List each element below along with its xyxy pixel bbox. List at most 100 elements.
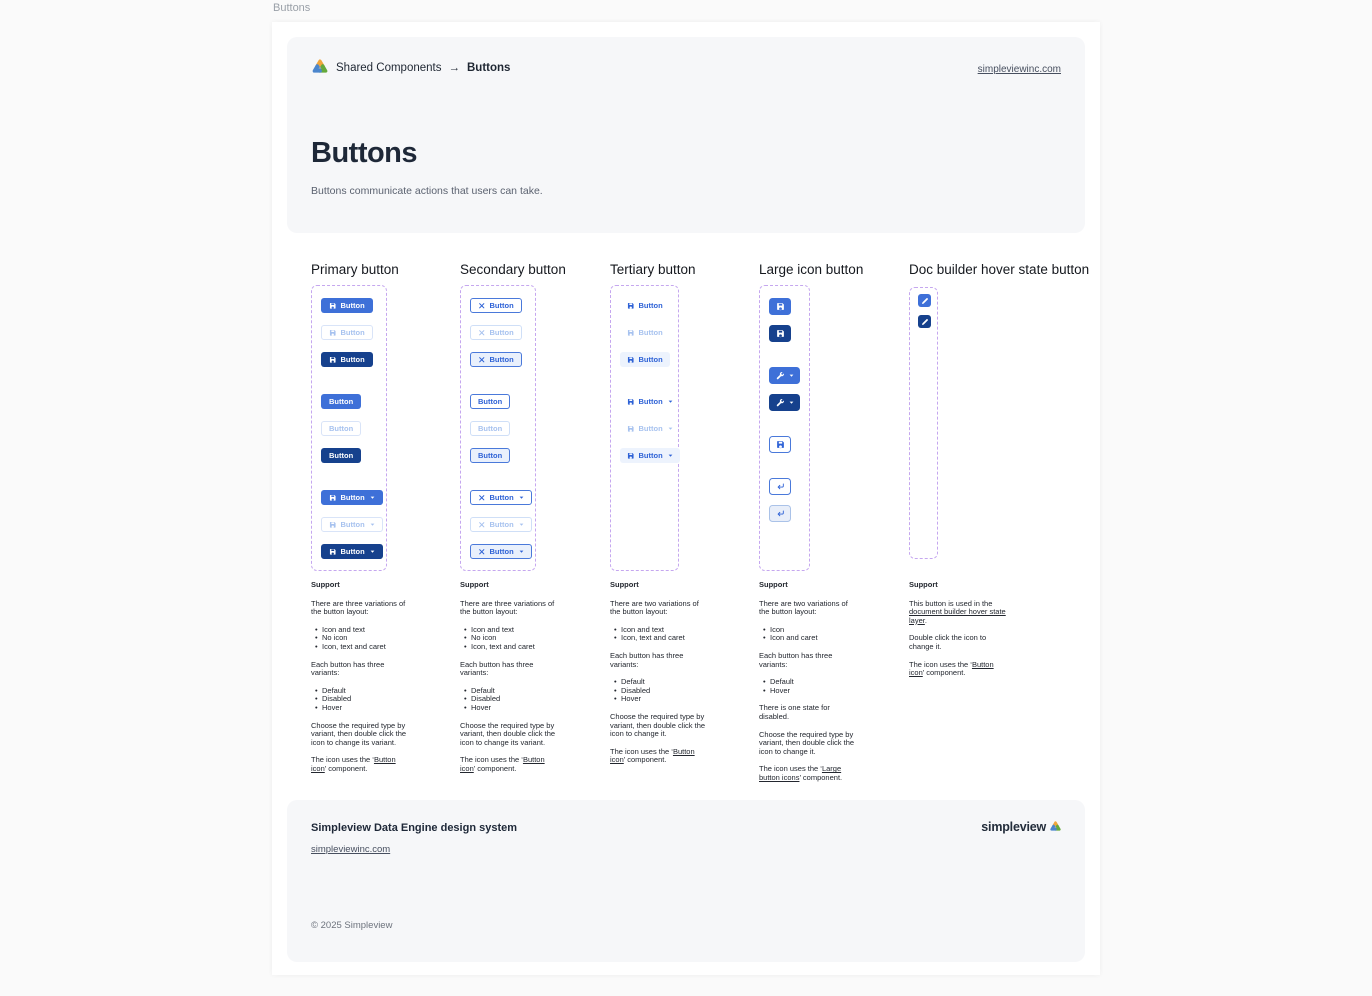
- support-text: ’ component.: [623, 755, 667, 765]
- tertiary-button-disabled[interactable]: Button: [620, 421, 680, 436]
- breadcrumb-root[interactable]: Shared Components: [336, 61, 442, 74]
- secondary-button-hover[interactable]: Button: [470, 544, 532, 559]
- large-icon-button-default[interactable]: [769, 298, 791, 315]
- tertiary-button-hover[interactable]: Button: [620, 352, 670, 367]
- large-icon-button-hover[interactable]: [769, 505, 791, 522]
- button-label: Button: [478, 423, 503, 433]
- footer-title: Simpleview Data Engine design system: [311, 822, 518, 834]
- support-paragraph: Each button has three variants:: [460, 660, 560, 678]
- button-label: Button: [478, 396, 503, 406]
- secondary-button-default[interactable]: Button: [470, 298, 522, 313]
- support-text: The icon uses the ‘: [759, 764, 822, 774]
- support-link[interactable]: Large button icons: [759, 764, 842, 782]
- large-icon-button-default[interactable]: [769, 436, 791, 453]
- secondary-button-disabled[interactable]: Button: [470, 421, 511, 436]
- primary-button-default[interactable]: Button: [321, 394, 362, 409]
- pencil-icon: [921, 297, 929, 305]
- primary-button-hover[interactable]: Button: [321, 544, 383, 559]
- primary-button-disabled[interactable]: Button: [321, 517, 383, 532]
- tertiary-button-hover[interactable]: Button: [620, 448, 680, 463]
- doc-builder-button-default[interactable]: [918, 294, 931, 307]
- caret-down-icon: [369, 549, 375, 554]
- doc-builder-button-hover[interactable]: [918, 315, 931, 328]
- support-paragraph: There are two variations of the button l…: [610, 599, 710, 617]
- support-paragraph: This button is used in the document buil…: [909, 598, 1009, 626]
- support-text: ’ component.: [324, 763, 368, 773]
- specimen-group: [769, 367, 800, 411]
- button-label: Button: [638, 327, 663, 337]
- support-text: Each button has three variants:: [759, 650, 833, 669]
- support-list-item: Disabled: [315, 695, 411, 704]
- pencil-icon: [921, 318, 929, 326]
- breadcrumb-arrow-icon: →: [448, 61, 460, 74]
- large-icon-button-hover[interactable]: [769, 325, 791, 342]
- support-text: There are three variations of the button…: [311, 598, 406, 617]
- large-icon-button-default[interactable]: [769, 478, 791, 495]
- specimen-group: Button Button Button: [470, 298, 522, 367]
- specimen-group: [918, 294, 931, 328]
- breadcrumb-current: Buttons: [466, 61, 511, 74]
- column-title: Primary button: [311, 262, 399, 277]
- tertiary-button-disabled[interactable]: Button: [620, 325, 670, 340]
- button-label: Button: [638, 396, 663, 406]
- support-heading: Support: [610, 580, 639, 589]
- caret-down-icon: [518, 549, 524, 554]
- tertiary-button-default[interactable]: Button: [620, 298, 670, 313]
- support-link[interactable]: Button icon: [460, 755, 545, 773]
- button-label: Button: [340, 519, 365, 529]
- primary-button-default[interactable]: Button: [321, 298, 373, 313]
- support-heading: Support: [311, 580, 340, 589]
- specimen-group: Button Button Button: [321, 490, 383, 559]
- support-list-item: Icon, text and caret: [614, 634, 710, 643]
- specimen-group: Button Button Button: [620, 298, 670, 367]
- primary-button-default[interactable]: Button: [321, 490, 383, 505]
- support-paragraph: The icon uses the ‘Button icon’ componen…: [909, 659, 1009, 678]
- site-link[interactable]: simpleviewinc.com: [977, 64, 1061, 75]
- support-paragraph: The icon uses the ‘Button icon’ componen…: [610, 746, 710, 765]
- wrench-icon: [776, 371, 785, 380]
- primary-button-disabled[interactable]: Button: [321, 325, 373, 340]
- button-label: Button: [489, 300, 514, 310]
- secondary-button-hover[interactable]: Button: [470, 352, 522, 367]
- secondary-button-default[interactable]: Button: [470, 490, 532, 505]
- primary-button-hover[interactable]: Button: [321, 352, 373, 367]
- secondary-button-hover[interactable]: Button: [470, 448, 511, 463]
- primary-button-hover[interactable]: Button: [321, 448, 362, 463]
- secondary-button-default[interactable]: Button: [470, 394, 511, 409]
- support-link[interactable]: Button icon: [610, 746, 695, 765]
- button-label: Button: [489, 492, 514, 502]
- support-list-item: Default: [614, 678, 710, 687]
- tertiary-button-default[interactable]: Button: [620, 394, 680, 409]
- caret-down-icon: [518, 522, 524, 527]
- support-text: Choose the required type by variant, the…: [311, 720, 407, 747]
- support-list-item: Icon: [763, 625, 859, 635]
- support-text: Choose the required type by variant, the…: [759, 729, 855, 756]
- footer-card: Simpleview Data Engine design system sim…: [287, 800, 1085, 962]
- support-list-item: Hover: [763, 686, 859, 696]
- support-list: DefaultDisabledHover: [311, 686, 411, 713]
- support-link[interactable]: Button icon: [311, 755, 396, 773]
- support-link[interactable]: Button icon: [909, 659, 994, 678]
- support-list-item: Icon and text: [614, 625, 710, 635]
- primary-support: Support There are three variations of the…: [311, 580, 411, 783]
- specimen-group: Button Button Button: [321, 298, 373, 367]
- support-link[interactable]: document builder hover state layer: [909, 607, 1006, 625]
- button-label: Button: [489, 327, 514, 337]
- large-icon-button-default[interactable]: [769, 367, 800, 384]
- support-list: DefaultHover: [759, 678, 859, 695]
- primary-button-disabled[interactable]: Button: [321, 421, 362, 436]
- support-text: The icon uses the ‘: [460, 755, 523, 765]
- support-text: ’ component.: [922, 668, 966, 678]
- footer-brand: simpleview: [981, 820, 1062, 834]
- close-icon: [478, 521, 486, 529]
- close-icon: [478, 302, 486, 310]
- support-paragraph: Choose the required type by variant, the…: [460, 721, 560, 748]
- large-icon-button-hover[interactable]: [769, 394, 800, 411]
- secondary-button-disabled[interactable]: Button: [470, 325, 522, 340]
- secondary-button-disabled[interactable]: Button: [470, 517, 532, 532]
- support-text: This button is used in the: [909, 598, 993, 608]
- button-label: Button: [340, 327, 365, 337]
- button-label: Button: [329, 396, 354, 406]
- support-text: The icon uses the ‘: [610, 746, 673, 756]
- footer-link[interactable]: simpleviewinc.com: [311, 844, 391, 855]
